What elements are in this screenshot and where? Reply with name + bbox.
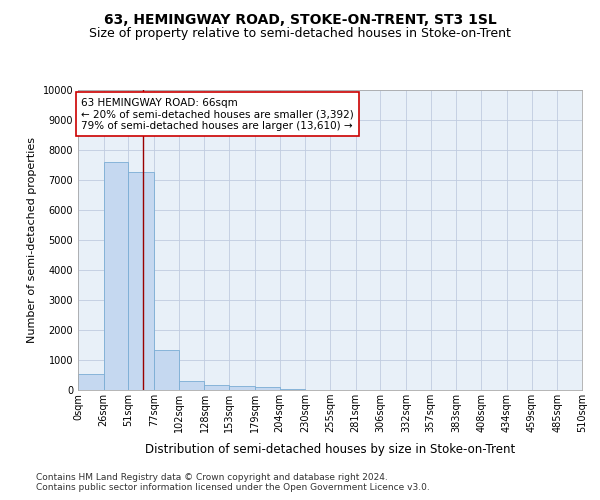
Text: 63 HEMINGWAY ROAD: 66sqm
← 20% of semi-detached houses are smaller (3,392)
79% o: 63 HEMINGWAY ROAD: 66sqm ← 20% of semi-d… xyxy=(81,98,354,130)
Bar xyxy=(154,350,179,390)
Bar xyxy=(280,388,305,390)
Bar xyxy=(78,374,104,390)
Bar xyxy=(128,172,154,390)
Bar xyxy=(229,386,255,390)
Y-axis label: Number of semi-detached properties: Number of semi-detached properties xyxy=(27,137,37,343)
Text: Contains public sector information licensed under the Open Government Licence v3: Contains public sector information licen… xyxy=(36,484,430,492)
Text: Distribution of semi-detached houses by size in Stoke-on-Trent: Distribution of semi-detached houses by … xyxy=(145,442,515,456)
Bar xyxy=(205,385,229,390)
Text: Size of property relative to semi-detached houses in Stoke-on-Trent: Size of property relative to semi-detach… xyxy=(89,28,511,40)
Text: 63, HEMINGWAY ROAD, STOKE-ON-TRENT, ST3 1SL: 63, HEMINGWAY ROAD, STOKE-ON-TRENT, ST3 … xyxy=(104,12,496,26)
Bar xyxy=(255,387,280,390)
Bar xyxy=(179,381,205,390)
Text: Contains HM Land Registry data © Crown copyright and database right 2024.: Contains HM Land Registry data © Crown c… xyxy=(36,472,388,482)
Bar xyxy=(104,162,128,390)
